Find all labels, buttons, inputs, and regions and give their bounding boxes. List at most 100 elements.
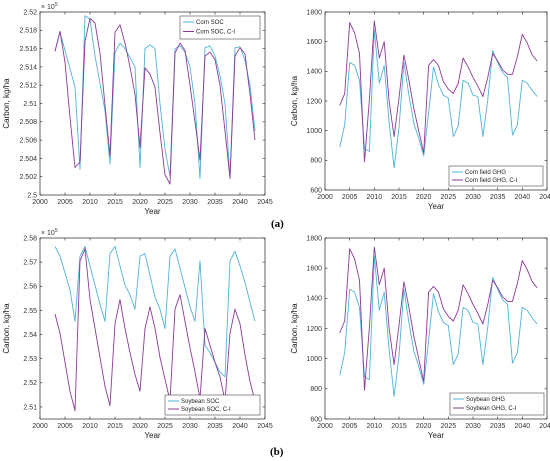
x-tick-label: 2000 <box>317 194 333 201</box>
y-exponent-label: × 105 <box>41 228 58 237</box>
y-tick-label: 1200 <box>306 98 322 105</box>
x-tick-label: 2010 <box>367 423 383 430</box>
x-tick-label: 2035 <box>207 199 223 206</box>
x-tick-label: 2025 <box>157 423 173 430</box>
x-tick-label: 2030 <box>465 423 481 430</box>
legend-entry: Corn field GHG <box>465 170 506 176</box>
legend-entry: Soybean GHG, C-I <box>466 406 517 412</box>
legend-entry: Soybean SOC <box>181 399 220 405</box>
x-tick-label: 2005 <box>57 423 73 430</box>
legend: Corn SOC Corn SOC, C-I <box>179 15 261 40</box>
x-tick-label: 2000 <box>32 423 48 430</box>
legend-entry: Corn SOC, C-I <box>196 30 235 36</box>
y-tick-label: 2.514 <box>19 64 37 71</box>
x-tick-label: 2025 <box>441 194 457 201</box>
x-tick-label: 2005 <box>342 423 358 430</box>
x-tick-label: 2035 <box>490 194 506 201</box>
legend: Soybean SOC Soybean SOC, C-I <box>164 394 261 416</box>
x-tick-label: 2015 <box>391 194 407 201</box>
y-tick-label: 1800 <box>306 9 322 16</box>
legend-entry: Corn field GHG, C-I <box>465 178 518 184</box>
y-tick-label: 2.51 <box>23 404 37 411</box>
x-tick-label: 2040 <box>232 423 248 430</box>
plot-area <box>39 11 266 196</box>
y-tick-label: 2.57 <box>23 260 37 267</box>
x-axis-label: Year <box>144 431 161 440</box>
x-tick-label: 2000 <box>32 199 48 206</box>
x-tick-label: 2035 <box>207 423 223 430</box>
legend-entry: Corn SOC <box>196 20 224 26</box>
x-tick-label: 2030 <box>182 199 198 206</box>
x-tick-label: 2015 <box>107 199 123 206</box>
x-tick-label: 2005 <box>342 194 358 201</box>
x-tick-label: 2020 <box>132 199 148 206</box>
x-tick-label: 2040 <box>515 194 531 201</box>
x-tick-label: 2020 <box>416 194 432 201</box>
legend-box <box>449 392 545 416</box>
y-tick-label: 2.504 <box>19 156 37 163</box>
x-tick-label: 2025 <box>157 199 173 206</box>
y-tick-label: 1400 <box>306 296 322 303</box>
legend-entry: Soybean GHG <box>466 397 505 403</box>
x-tick-label: 2040 <box>232 199 248 206</box>
chart-panel-3: 2000 2005 2010 2015 2020 2025 2030 2035 2040 2045… <box>2 228 273 440</box>
x-tick-label: 2045 <box>539 194 550 201</box>
y-tick-label: 2.52 <box>23 9 37 16</box>
y-tick-label: 2.508 <box>19 119 37 126</box>
x-axis-label: Year <box>428 202 445 211</box>
x-tick-label: 2035 <box>490 423 506 430</box>
x-tick-label: 2005 <box>57 199 73 206</box>
series-line-2 <box>339 20 538 163</box>
series-line-1 <box>54 15 256 179</box>
legend: Soybean GHG Soybean GHG, C-I <box>449 392 545 416</box>
x-tick-label: 2010 <box>82 423 98 430</box>
chart-panel-2: 2000 2005 2010 2015 2020 2025 2030 2035 2040 2045… <box>290 9 550 211</box>
series-line-1 <box>339 255 538 397</box>
x-tick-label: 2045 <box>257 199 273 206</box>
y-tick-label: 2.502 <box>19 174 37 181</box>
y-tick-label: 2.53 <box>23 356 37 363</box>
panel-label-a: (a) <box>271 218 284 230</box>
series-line-2 <box>339 246 538 391</box>
plot-area <box>324 11 548 191</box>
panel-label-b: (b) <box>270 446 284 458</box>
x-tick-label: 2045 <box>539 423 550 430</box>
y-tick-label: 2.518 <box>19 28 37 35</box>
y-tick-label: 2.5 <box>27 192 37 199</box>
x-axis-label: Year <box>428 431 445 440</box>
y-tick-label: 1600 <box>306 266 322 273</box>
y-tick-label: 600 <box>310 416 322 423</box>
x-axis-label: Year <box>144 207 161 216</box>
y-tick-label: 1000 <box>306 128 322 135</box>
legend-box <box>179 15 261 40</box>
y-tick-label: 1800 <box>306 235 322 242</box>
series-line-1 <box>339 29 538 169</box>
x-tick-label: 2010 <box>367 194 383 201</box>
y-tick-label: 800 <box>310 158 322 165</box>
y-tick-label: 1200 <box>306 326 322 333</box>
series-line-2 <box>54 248 256 412</box>
legend: Corn field GHG Corn field GHG, C-I <box>448 165 544 187</box>
x-tick-label: 2030 <box>465 194 481 201</box>
y-tick-label: 2.52 <box>23 380 37 387</box>
x-tick-label: 2040 <box>515 423 531 430</box>
y-axis-label: Carbon, kg/ha <box>290 75 299 126</box>
x-tick-label: 2030 <box>182 423 198 430</box>
legend-box <box>164 394 261 416</box>
y-tick-label: 1400 <box>306 69 322 76</box>
y-axis-label: Carbon, kg/ha <box>2 78 11 129</box>
x-tick-label: 2015 <box>107 423 123 430</box>
y-tick-label: 2.51 <box>23 101 37 108</box>
y-tick-label: 1600 <box>306 39 322 46</box>
y-axis-label: Carbon, kg/ha <box>2 303 11 354</box>
y-tick-label: 1000 <box>306 356 322 363</box>
x-tick-label: 2020 <box>132 423 148 430</box>
chart-panel-4: 2000 2005 2010 2015 2020 2025 2030 2035 2040 2045… <box>290 235 550 440</box>
y-tick-label: 800 <box>310 386 322 393</box>
y-tick-label: 2.516 <box>19 46 37 53</box>
legend-entry: Soybean SOC, C-I <box>181 407 231 413</box>
y-tick-label: 2.56 <box>23 284 37 291</box>
x-tick-label: 2045 <box>257 423 273 430</box>
series-line-1 <box>54 245 256 378</box>
